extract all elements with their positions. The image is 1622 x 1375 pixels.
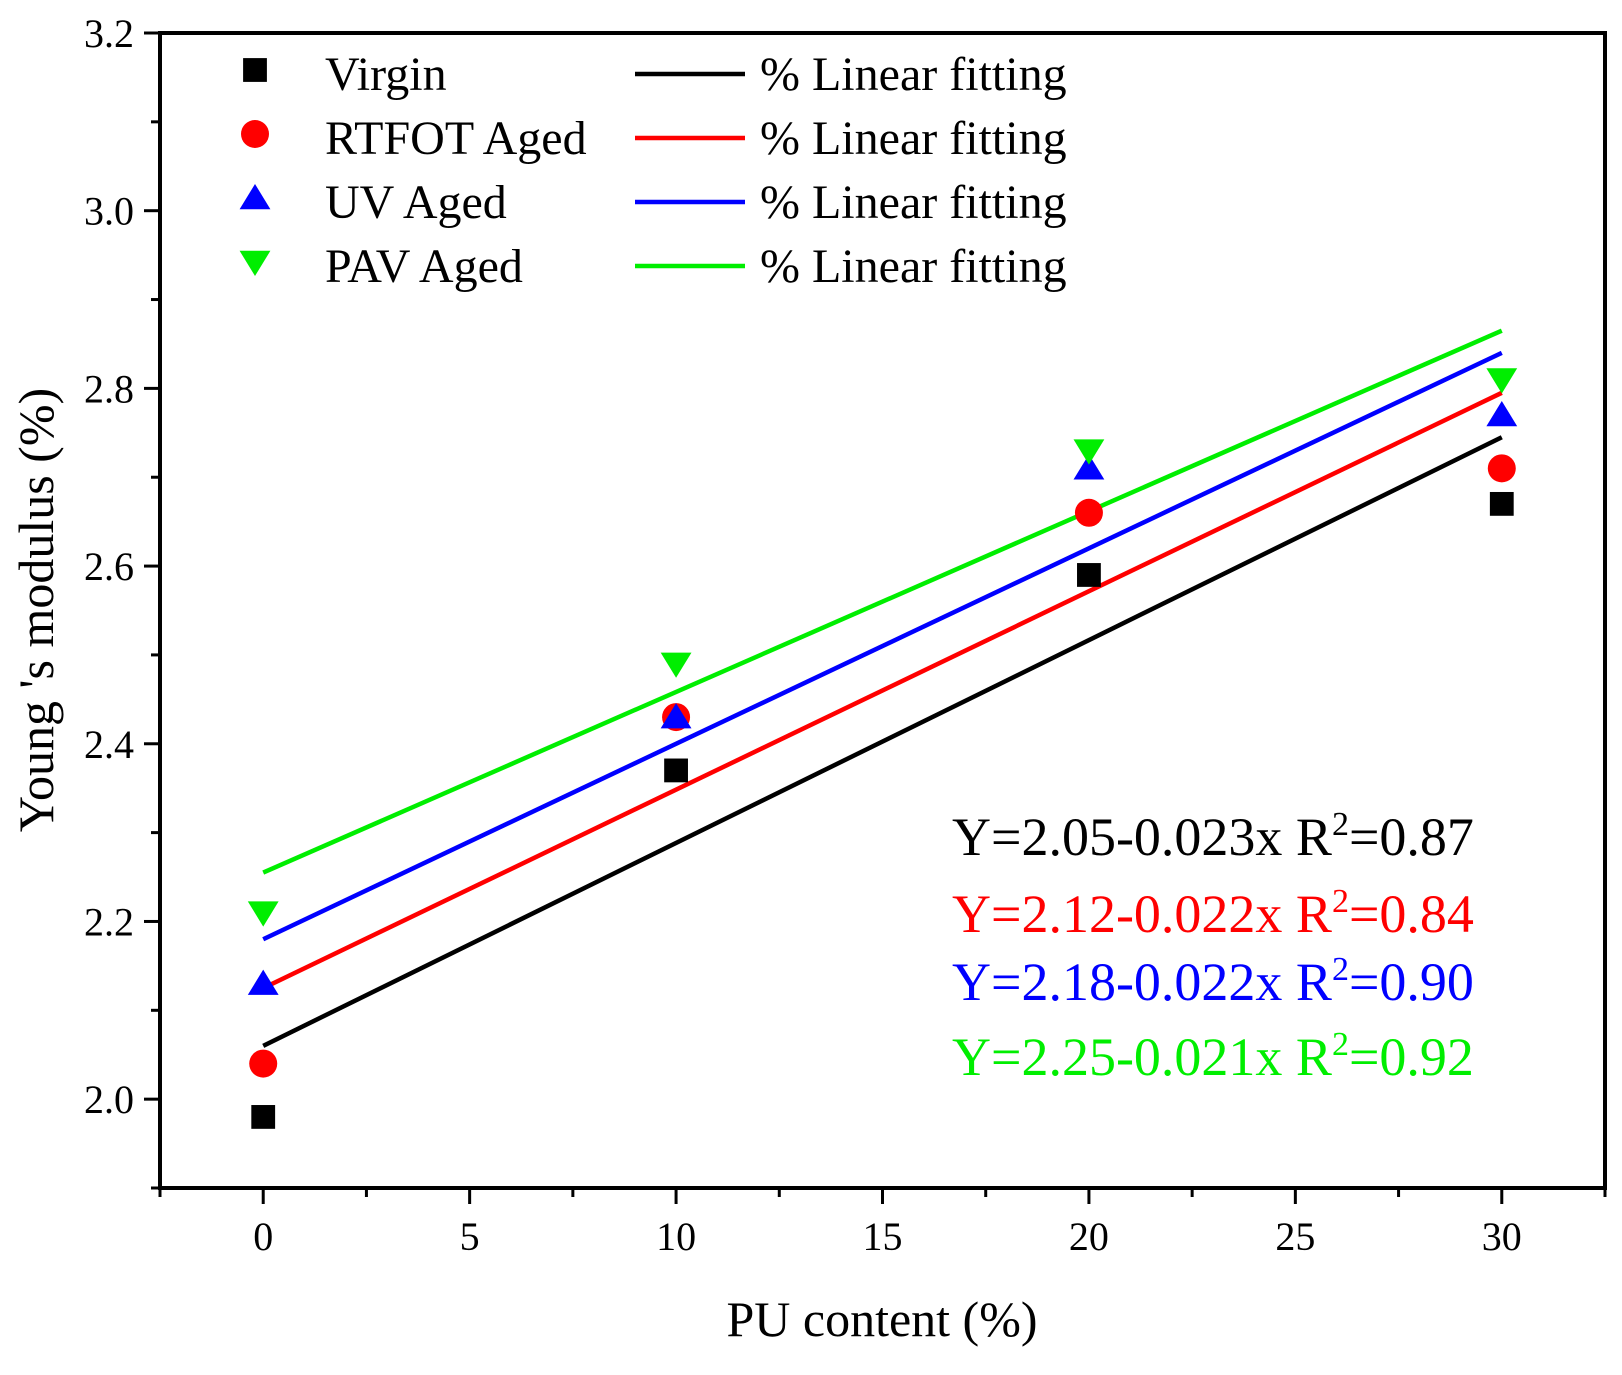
x-tick-label: 0: [253, 1214, 273, 1259]
legend-fit-label-2: % Linear fitting: [760, 176, 1067, 229]
fit-lines: [262, 328, 1503, 1048]
y-tick-label: 2.8: [84, 366, 134, 411]
fit-line-0: [262, 435, 1503, 1048]
legend-fit-label-3: % Linear fitting: [760, 240, 1067, 293]
legend: Virgin % Linear fitting RTFOT Aged % Linear…: [239, 48, 1067, 293]
legend-fit-label-0: % Linear fitting: [760, 48, 1067, 101]
y-tick-label: 3.2: [84, 11, 134, 56]
axis-tick-labels: 0 5 10 15 20 25 30 2.0 2.2 2.4 2.6 2.8 3.0 3.2: [84, 11, 1522, 1259]
point-3-1: [660, 652, 692, 678]
x-tick-label: 20: [1069, 1214, 1109, 1259]
legend-marker-1: [241, 120, 269, 148]
point-3-3: [1486, 368, 1518, 394]
x-tick-label: 30: [1482, 1214, 1522, 1259]
y-tick-label: 2.0: [84, 1077, 134, 1122]
point-2-0: [247, 969, 279, 995]
legend-marker-2: [239, 184, 271, 210]
point-3-2: [1073, 439, 1105, 465]
equation-3: Y=2.25-0.021x R2=0.92: [952, 1026, 1474, 1087]
point-2-3: [1486, 401, 1518, 427]
equation-0: Y=2.05-0.023x R2=0.87: [952, 806, 1474, 867]
y-tick-label: 3.0: [84, 189, 134, 234]
equation-1: Y=2.12-0.022x R2=0.84: [952, 883, 1474, 944]
fit-line-2: [262, 350, 1503, 942]
legend-label-2: UV Aged: [325, 176, 507, 229]
y-axis-title: Young 's modulus (%): [8, 388, 64, 832]
fit-line-1: [262, 390, 1503, 991]
y-tick-label: 2.4: [84, 722, 134, 767]
y-tick-label: 2.6: [84, 544, 134, 589]
x-axis-title: PU content (%): [726, 1291, 1037, 1347]
legend-marker-0: [243, 58, 267, 82]
equation-2: Y=2.18-0.022x R2=0.90: [952, 951, 1474, 1012]
point-0-2: [1077, 563, 1101, 587]
legend-fit-label-1: % Linear fitting: [760, 112, 1067, 165]
y-tick-label: 2.2: [84, 899, 134, 944]
legend-label-1: RTFOT Aged: [325, 112, 587, 165]
point-0-1: [664, 758, 688, 783]
point-0-0: [251, 1105, 276, 1129]
point-3-0: [247, 901, 279, 927]
data-points: [247, 368, 1518, 1129]
point-0-3: [1489, 491, 1514, 516]
point-1-3: [1487, 454, 1516, 483]
point-2-2: [1073, 454, 1105, 480]
legend-label-3: PAV Aged: [325, 240, 523, 293]
x-tick-label: 25: [1275, 1214, 1315, 1259]
fit-line-3: [262, 328, 1503, 875]
point-1-0: [249, 1049, 278, 1078]
x-tick-label: 15: [863, 1214, 903, 1259]
point-1-2: [1074, 498, 1103, 527]
axis-ticks: [144, 31, 1607, 1204]
legend-label-0: Virgin: [325, 48, 447, 101]
point-2-1: [660, 703, 692, 729]
legend-marker-3: [239, 250, 271, 276]
x-tick-label: 5: [460, 1214, 480, 1259]
x-tick-label: 10: [656, 1214, 696, 1259]
fit-equations: Y=2.05-0.023x R2=0.87 Y=2.12-0.022x R2=0.…: [952, 806, 1474, 1087]
